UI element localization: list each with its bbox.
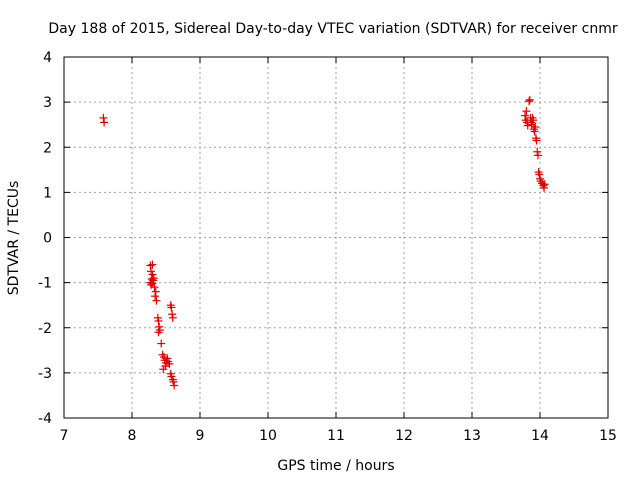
y-tick-label: -4 [38, 411, 52, 427]
x-tick-label: 11 [327, 428, 345, 444]
data-point [530, 127, 539, 136]
data-point [525, 97, 534, 106]
x-tick-labels: 7 8 9 10 11 12 13 14 15 [60, 428, 617, 444]
y-tick-label: -1 [38, 276, 52, 292]
y-tick-label: 1 [43, 185, 52, 201]
data-point [146, 261, 155, 270]
data-point [532, 136, 541, 145]
y-tick-label: 3 [43, 95, 52, 111]
y-axis-label: SDTVAR / TECUs [6, 181, 22, 296]
data-point [170, 381, 179, 390]
data-point [151, 287, 160, 296]
y-tick-label: -3 [38, 366, 52, 382]
data-point [540, 180, 549, 189]
y-tick-label: -2 [38, 321, 52, 337]
x-tick-label: 12 [395, 428, 413, 444]
data-point [100, 118, 109, 127]
x-axis-label: GPS time / hours [277, 458, 394, 474]
data-point [157, 339, 166, 348]
data-point [149, 274, 158, 283]
data-point [168, 313, 177, 322]
data-point [535, 170, 544, 179]
chart-title: Day 188 of 2015, Sidereal Day-to-day VTE… [48, 21, 617, 37]
data-point [521, 111, 530, 120]
grid [64, 57, 608, 418]
x-tick-label: 8 [128, 428, 137, 444]
x-tick-label: 9 [196, 428, 205, 444]
data-point [152, 296, 161, 305]
data-point [151, 292, 160, 301]
data-points [99, 95, 549, 390]
data-point [154, 316, 163, 325]
data-point [531, 122, 540, 131]
data-point [148, 260, 157, 269]
data-point [159, 365, 168, 374]
x-tick-label: 10 [259, 428, 277, 444]
data-point [169, 377, 178, 386]
data-point [99, 113, 108, 122]
data-point [533, 151, 542, 160]
data-point [540, 183, 549, 192]
y-tick-label: 4 [43, 50, 52, 66]
ticks [63, 56, 609, 419]
y-tick-label: 2 [43, 140, 52, 156]
data-point [150, 283, 159, 292]
x-tick-label: 14 [531, 428, 549, 444]
data-point [529, 116, 538, 125]
data-point [168, 310, 177, 319]
data-point [525, 95, 534, 104]
x-tick-label: 15 [599, 428, 617, 444]
data-point [533, 147, 542, 156]
y-tick-label: 0 [43, 231, 52, 247]
y-tick-labels: -4 -3 -2 -1 0 1 2 3 4 [38, 50, 52, 427]
data-point [522, 107, 531, 116]
x-tick-label: 7 [60, 428, 69, 444]
data-point [167, 303, 176, 312]
x-tick-label: 13 [463, 428, 481, 444]
data-point [147, 275, 156, 284]
data-point [148, 270, 157, 279]
data-point [154, 328, 163, 337]
data-point [165, 359, 174, 368]
